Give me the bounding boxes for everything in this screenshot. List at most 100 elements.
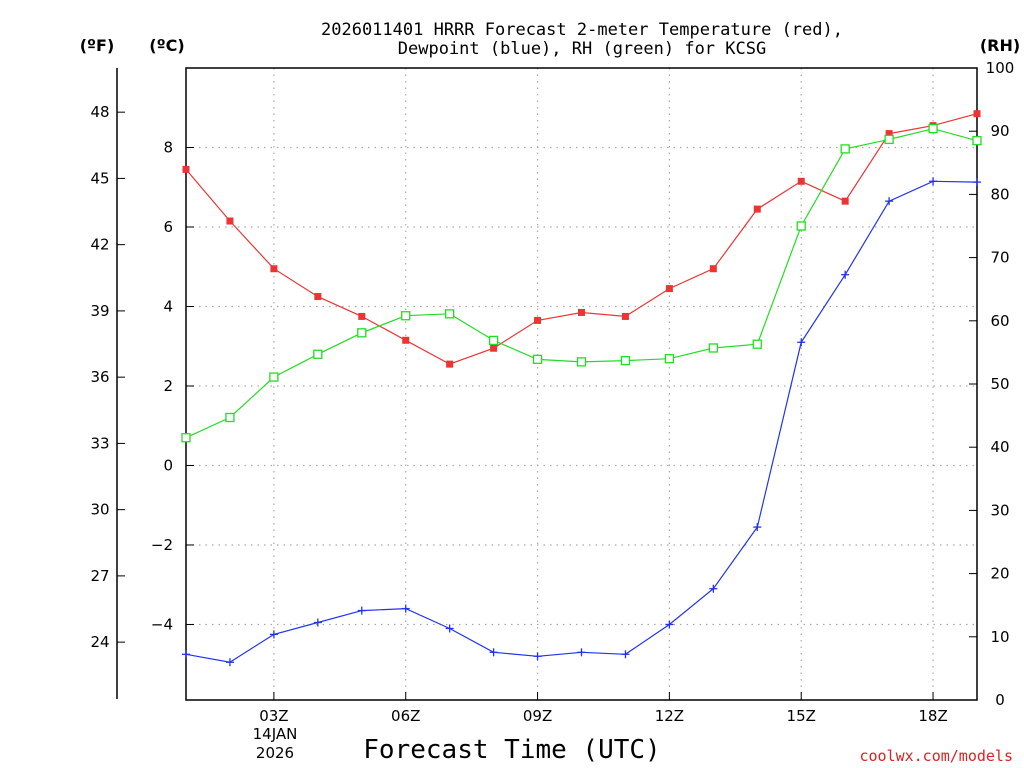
temperature-point: [490, 344, 498, 352]
rh-tick-label: 40: [990, 438, 1009, 456]
time-tick-label: 09Z: [523, 707, 552, 725]
dewpoint-point: [709, 584, 718, 593]
temperature-point: [709, 265, 717, 273]
rh-point: [752, 339, 762, 349]
temperature-series: [182, 110, 981, 368]
temperature-point: [534, 316, 542, 324]
dewpoint-point: [973, 178, 981, 187]
rh-point: [357, 328, 367, 338]
chart-title-line-2: Dewpoint (blue), RH (green) for KCSG: [398, 39, 766, 59]
celsius-tick-label: −2: [151, 536, 173, 554]
temperature-point: [797, 177, 805, 185]
rh-point: [532, 354, 543, 365]
temperature-point: [621, 312, 629, 320]
rh-point: [181, 433, 191, 443]
celsius-tick-label: 0: [163, 456, 173, 474]
rh-tick-label: 90: [990, 122, 1009, 140]
time-tick-label: 18Z: [918, 707, 947, 725]
rh-tick-label: 70: [990, 249, 1009, 267]
year-label: 2026: [256, 744, 294, 762]
time-tick-label: 12Z: [655, 707, 684, 725]
rh-tick-label: 80: [990, 185, 1009, 203]
fahrenheit-tick-label: 36: [90, 368, 109, 386]
temperature-point: [226, 217, 234, 225]
series-layer: [181, 110, 982, 667]
celsius-tick-label: 2: [163, 377, 173, 395]
time-tick-label: 03Z: [259, 707, 288, 725]
temperature-point: [358, 312, 366, 320]
rh-point: [620, 355, 631, 366]
rh-point: [884, 134, 894, 145]
dewpoint-point: [533, 652, 542, 661]
temperature-point: [182, 165, 190, 173]
rh-tick-label: 100: [986, 59, 1015, 77]
fahrenheit-tick-label: 48: [90, 103, 109, 121]
rh-point: [708, 343, 718, 353]
dewpoint-point: [665, 620, 674, 629]
fahrenheit-tick-label: 39: [90, 302, 109, 320]
temperature-point: [402, 336, 410, 344]
temperature-point: [314, 293, 322, 301]
temperature-point: [841, 197, 849, 205]
rh-point: [796, 221, 806, 231]
temperature-point: [665, 285, 673, 293]
chart-title-line-1: 2026011401 HRRR Forecast 2-meter Tempera…: [321, 20, 843, 40]
fahrenheit-tick-label: 30: [90, 501, 109, 519]
dewpoint-point: [929, 177, 938, 186]
rh-line: [185, 128, 978, 439]
dewpoint-point: [621, 650, 630, 659]
dewpoint-point: [577, 648, 586, 657]
dewpoint-point: [225, 658, 234, 667]
dewpoint-point: [269, 630, 278, 639]
celsius-tick-label: 6: [163, 218, 173, 236]
rh-series: [181, 124, 982, 443]
celsius-tick-label: 4: [163, 297, 173, 315]
celsius-tick-label: 8: [163, 138, 173, 156]
celsius-tick-label: −4: [151, 615, 173, 633]
time-axis: 03Z 06Z 09Z 12Z 15Z 18Z: [259, 692, 948, 725]
time-tick-label: 06Z: [391, 707, 420, 725]
celsius-axis: 8 6 4 2 0 −2 −4: [151, 138, 194, 633]
rh-point: [445, 309, 455, 319]
dewpoint-point: [182, 650, 190, 659]
rh-point: [313, 349, 323, 359]
rh-tick-label: 0: [995, 691, 1005, 709]
rh-point: [928, 124, 938, 134]
plot-frame: [185, 67, 978, 701]
rh-point: [840, 144, 850, 154]
dewpoint-series: [182, 177, 981, 667]
rh-point: [269, 372, 279, 382]
rh-unit-label: (RH): [980, 36, 1020, 55]
rh-point: [664, 354, 675, 364]
rh-point: [488, 335, 499, 346]
temperature-point: [446, 360, 454, 368]
temperature-line: [185, 113, 978, 365]
temperature-point: [885, 130, 893, 138]
temperature-point: [973, 110, 981, 118]
fahrenheit-axis: 48 45 42 39 36 33 30 27 24: [90, 103, 125, 651]
rh-tick-label: 20: [990, 565, 1009, 583]
dewpoint-line: [185, 180, 978, 663]
date-label: 14JAN: [253, 725, 298, 743]
rh-point: [225, 412, 235, 423]
temperature-point: [270, 265, 278, 273]
fahrenheit-tick-label: 42: [90, 236, 109, 254]
rh-tick-label: 60: [990, 312, 1009, 330]
time-tick-label: 15Z: [787, 707, 816, 725]
rh-point: [401, 311, 411, 321]
celsius-unit-label: (ºC): [149, 36, 184, 55]
dewpoint-point: [885, 197, 894, 206]
temperature-point: [578, 308, 585, 316]
dewpoint-point: [797, 338, 806, 347]
fahrenheit-tick-label: 45: [90, 169, 109, 187]
rh-tick-label: 30: [990, 501, 1009, 519]
dewpoint-point: [357, 606, 366, 615]
dewpoint-point: [489, 648, 498, 657]
fahrenheit-tick-label: 27: [90, 567, 109, 585]
credit-label: coolwx.com/models: [859, 747, 1013, 765]
fahrenheit-unit-label: (ºF): [80, 36, 115, 55]
dewpoint-point: [753, 523, 762, 532]
x-axis-title: Forecast Time (UTC): [363, 735, 660, 765]
